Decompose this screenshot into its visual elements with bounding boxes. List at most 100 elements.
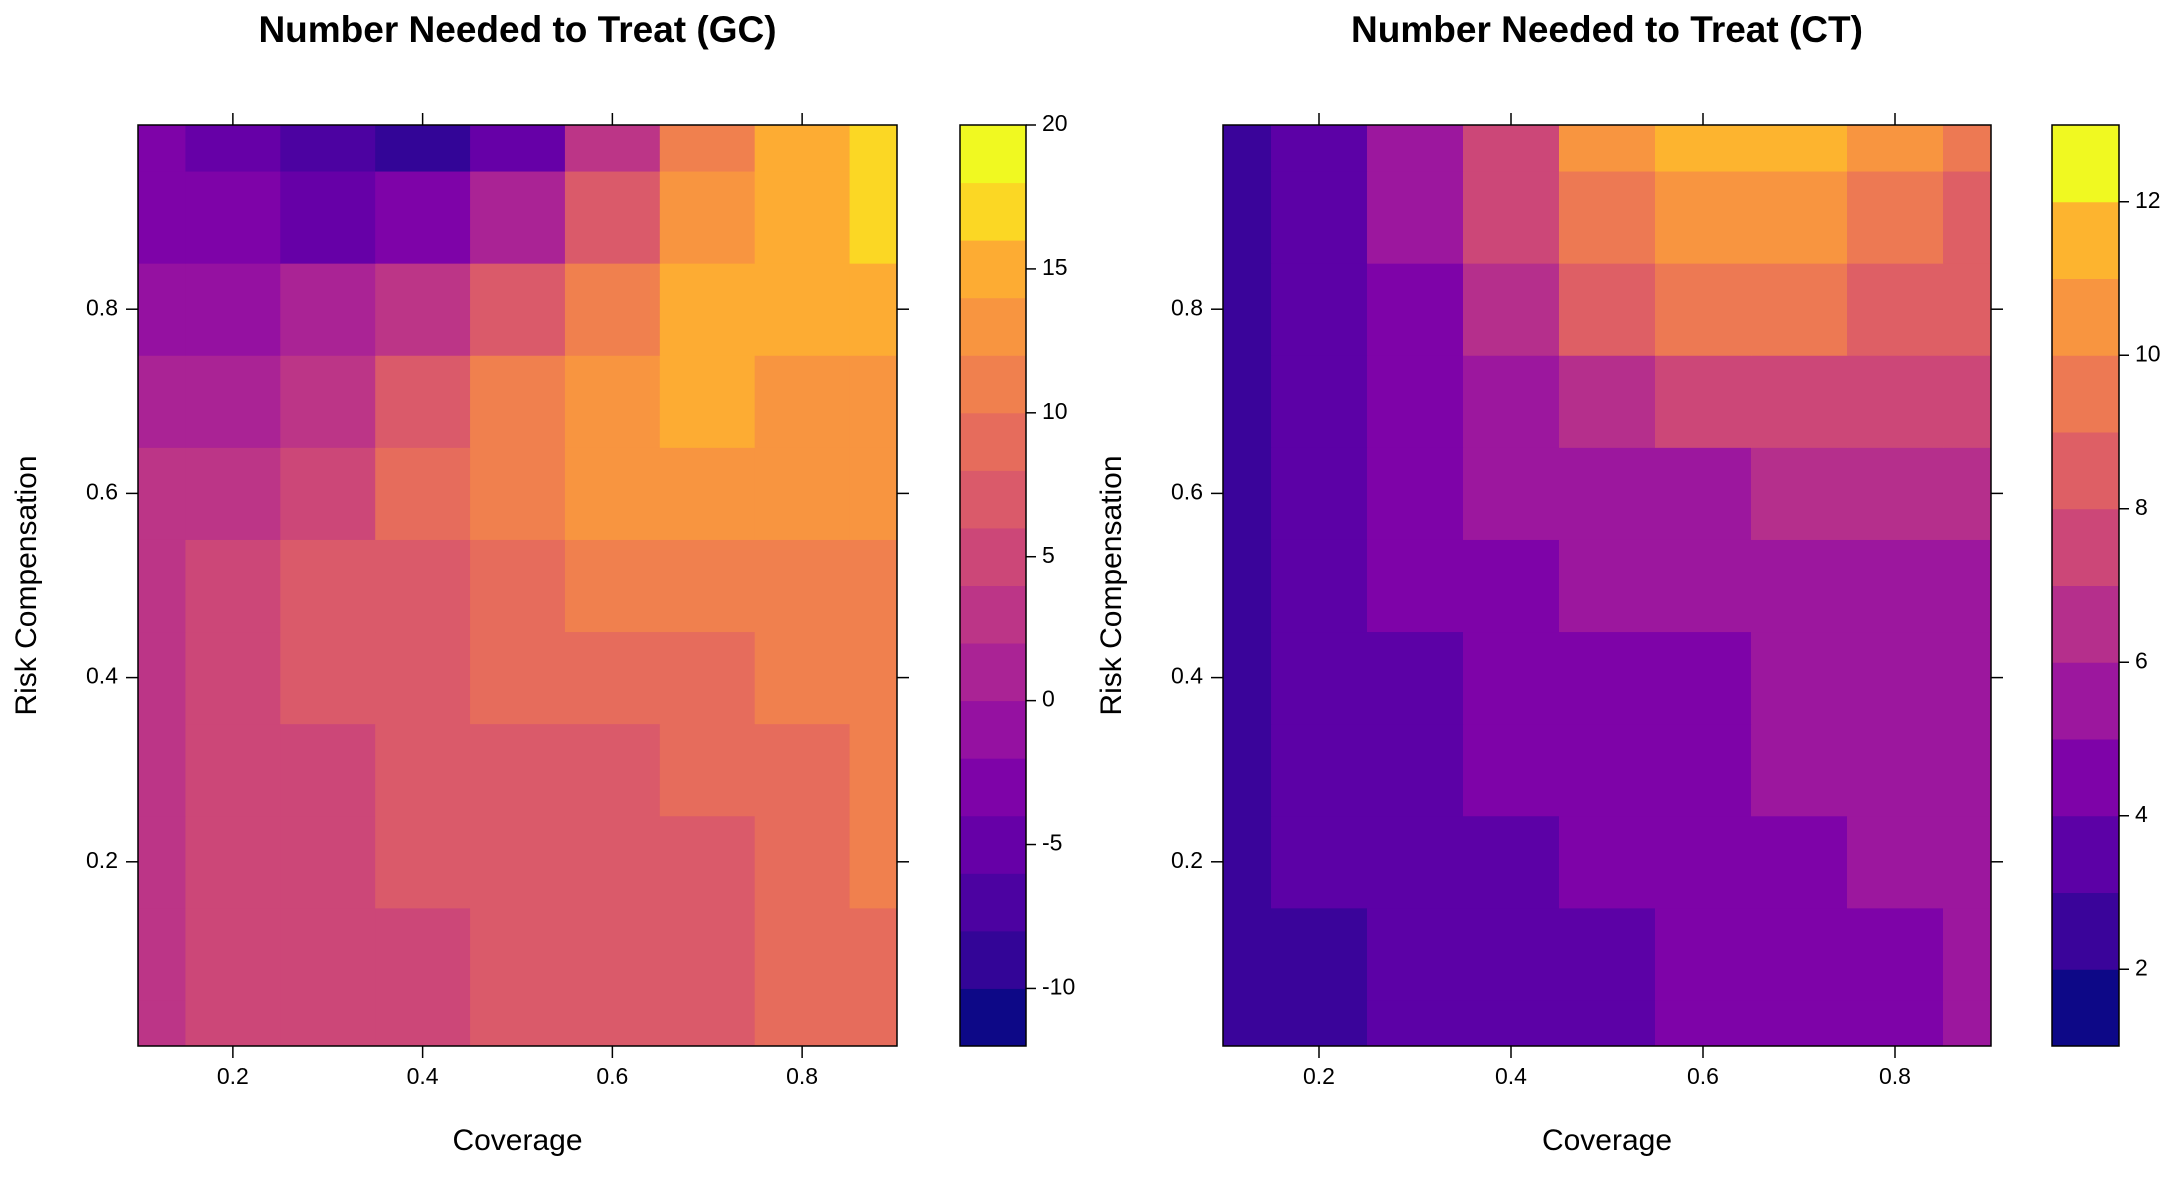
contour-cell: [564, 631, 661, 725]
contour-cell: [1559, 263, 1656, 356]
contour-cell: [1271, 355, 1368, 448]
contour-cell: [138, 631, 186, 725]
contour-cell: [849, 263, 898, 356]
colorbar-band: [960, 182, 1026, 241]
colorbar-tick-label: 15: [1042, 254, 1068, 280]
colorbar-band: [2052, 662, 2119, 740]
y-tick-label: 0.4: [1171, 663, 1203, 689]
colorbar-tick-label: -10: [1042, 974, 1075, 1000]
colorbar-band: [2052, 355, 2119, 433]
contour-cell: [659, 723, 756, 817]
colorbar-tick-label: -5: [1042, 830, 1062, 856]
contour-cell: [1847, 171, 1944, 264]
contour-cell: [1271, 907, 1368, 1001]
contour-cell: [138, 447, 186, 540]
contour-cell: [1655, 907, 1752, 1001]
colorbar-tick-label: 6: [2135, 647, 2148, 673]
contour-cell: [659, 815, 756, 909]
contour-cell: [470, 263, 566, 356]
contour-cell: [754, 723, 851, 817]
contour-cell: [1463, 447, 1560, 540]
contour-cell: [1271, 171, 1368, 264]
colorbar-band: [960, 873, 1026, 932]
contour-cell: [1847, 539, 1944, 633]
contour-cell: [1655, 815, 1752, 909]
contour-cell: [659, 631, 756, 725]
contour-cell: [1655, 631, 1752, 725]
contour-cell: [1559, 171, 1656, 264]
contour-cell: [754, 907, 851, 1001]
contour-cell: [1559, 907, 1656, 1001]
colorbar-band: [2052, 278, 2119, 356]
x-tick-label: 0.6: [1687, 1063, 1719, 1089]
colorbar-band: [2052, 815, 2119, 893]
contour-cell: [564, 723, 661, 817]
contour-cell: [185, 263, 281, 356]
contour-cell: [1751, 723, 1848, 817]
contour-cell: [1943, 815, 1992, 909]
contour-cell: [1943, 723, 1992, 817]
contour-cell: [185, 447, 281, 540]
contour-cell: [375, 815, 471, 909]
colorbar-tick-label: 0: [1042, 686, 1055, 712]
contour-cell: [564, 263, 661, 356]
colorbar-tick-label: 5: [1042, 542, 1055, 568]
contour-cell: [1751, 999, 1848, 1047]
colorbar-band: [2052, 892, 2119, 970]
contour-cell: [470, 125, 566, 172]
contour-cell: [1223, 723, 1272, 817]
x-tick-label: 0.8: [786, 1063, 818, 1089]
contour-cell: [1463, 631, 1560, 725]
contour-cell: [1751, 171, 1848, 264]
contour-cell: [1559, 539, 1656, 633]
contour-cell: [470, 907, 566, 1001]
contour-cell: [849, 631, 898, 725]
contour-cell: [659, 907, 756, 1001]
contour-cell: [138, 539, 186, 633]
contour-cell: [1655, 355, 1752, 448]
contour-cell: [280, 539, 376, 633]
contour-cell: [564, 355, 661, 448]
contour-cell: [1367, 447, 1464, 540]
contour-cell: [1751, 125, 1848, 172]
contour-cell: [138, 171, 186, 264]
contour-cell: [470, 171, 566, 264]
colorbar-band: [960, 470, 1026, 529]
contour-cell: [1271, 539, 1368, 633]
contour-cell: [659, 355, 756, 448]
contour-cell: [1223, 447, 1272, 540]
contour-cell: [375, 263, 471, 356]
colorbar-tick-label: 10: [2135, 340, 2160, 366]
contour-cell: [470, 999, 566, 1047]
contour-cell: [1271, 815, 1368, 909]
contour-cell: [1559, 723, 1656, 817]
contour-cell: [1223, 125, 1272, 172]
contour-cell: [280, 815, 376, 909]
contour-cell: [1751, 263, 1848, 356]
contour-cell: [1367, 539, 1464, 633]
colorbar-band: [2052, 432, 2119, 510]
contour-cell: [659, 539, 756, 633]
colorbar-band: [960, 643, 1026, 702]
contour-cell: [185, 125, 281, 172]
contour-cell: [564, 999, 661, 1047]
contour-cell: [849, 447, 898, 540]
contour-cell: [470, 355, 566, 448]
contour-cell: [1847, 723, 1944, 817]
contour-cell: [659, 999, 756, 1047]
contour-cell: [1751, 355, 1848, 448]
y-tick-label: 0.6: [1171, 478, 1203, 504]
x-tick-label: 0.4: [1495, 1063, 1527, 1089]
contour-cell: [1943, 631, 1992, 725]
contour-cell: [1943, 263, 1992, 356]
colorbar-band: [960, 125, 1026, 184]
colorbar-tick-label: 12: [2135, 187, 2160, 213]
contour-cell: [1271, 723, 1368, 817]
contour-cell: [1463, 263, 1560, 356]
contour-cell: [1559, 999, 1656, 1047]
contour-cell: [659, 125, 756, 172]
contour-cell: [1367, 631, 1464, 725]
contour-cell: [1271, 263, 1368, 356]
chart-title: Number Needed to Treat (GC): [258, 9, 776, 50]
contour-cell: [280, 631, 376, 725]
